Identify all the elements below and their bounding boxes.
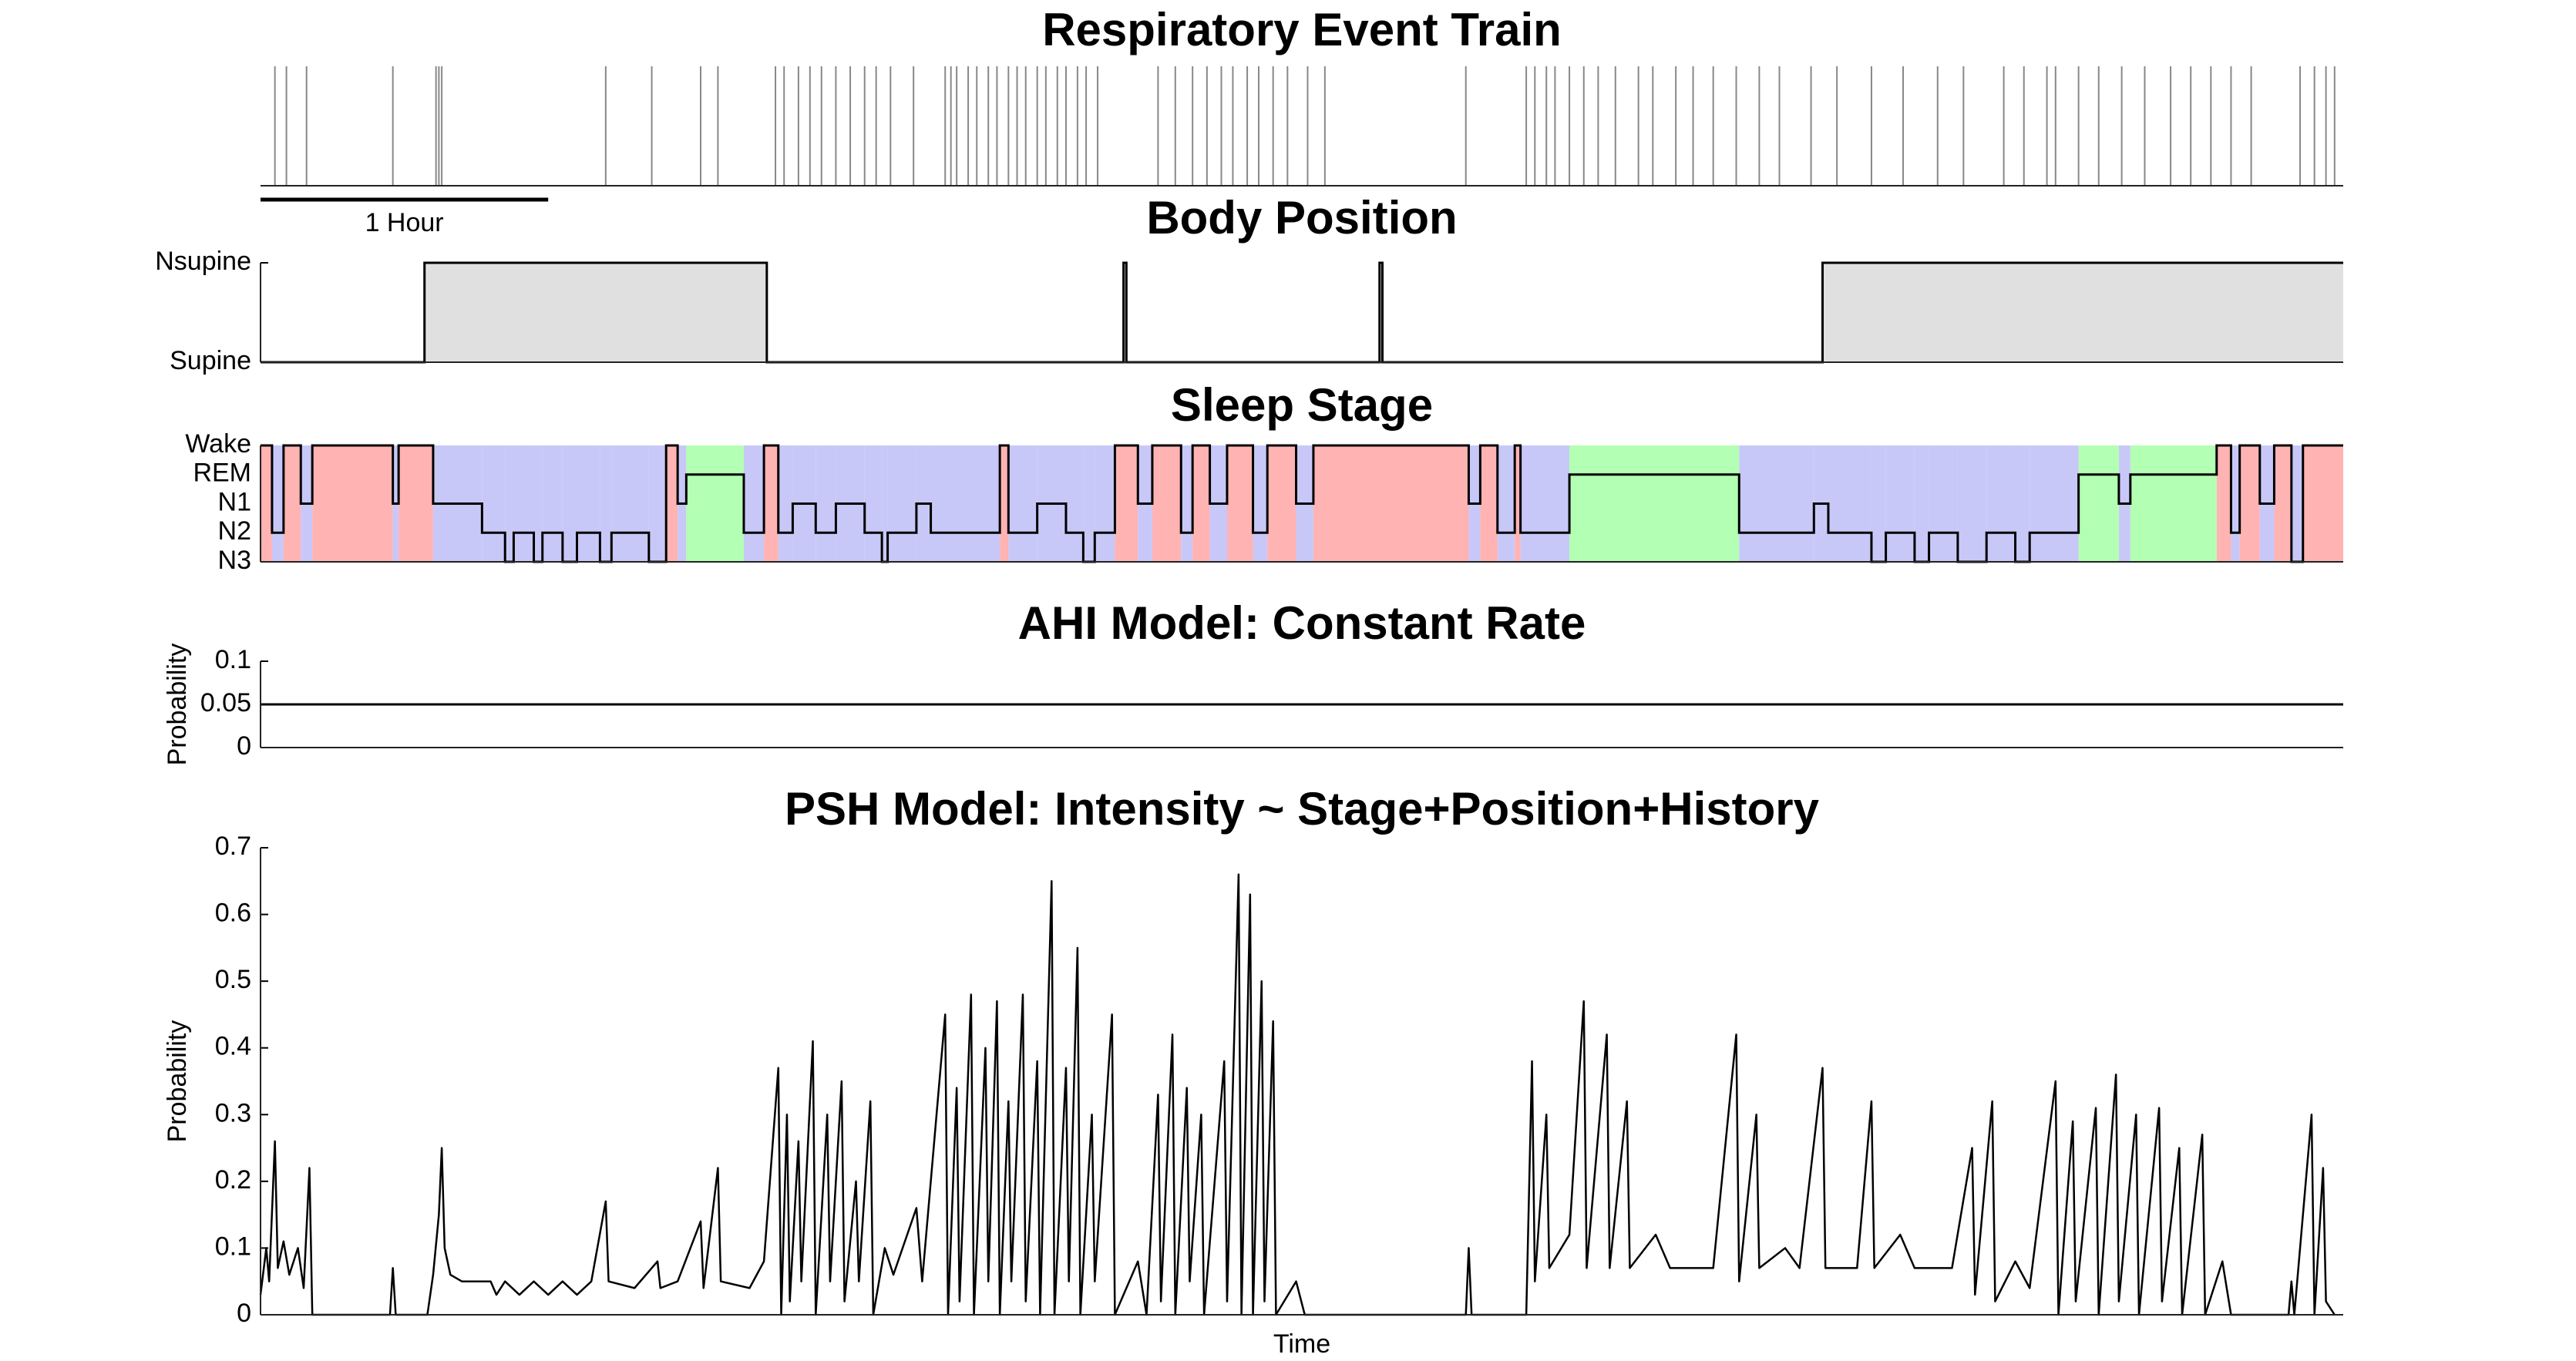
stage-band xyxy=(542,445,563,562)
stage-band xyxy=(1065,445,1084,562)
y-tick-label: Supine xyxy=(170,346,251,375)
stage-band xyxy=(1152,445,1182,562)
y-tick-label: N1 xyxy=(218,487,251,516)
stage-band xyxy=(513,445,534,562)
stage-band xyxy=(2231,445,2240,562)
stage-band xyxy=(2216,445,2231,562)
stage-band xyxy=(864,445,883,562)
stage-band xyxy=(930,445,1000,562)
stage-band xyxy=(1267,445,1296,562)
stage-band xyxy=(1929,445,1958,562)
stage-band xyxy=(2030,445,2079,562)
stage-band xyxy=(686,445,744,562)
stage-band xyxy=(743,445,765,562)
stage-band xyxy=(816,445,836,562)
stage-band xyxy=(1115,445,1138,562)
chart-title: Respiratory Event Train xyxy=(1042,4,1562,55)
stage-band xyxy=(562,445,577,562)
y-tick-label: 0 xyxy=(237,1299,251,1328)
stage-band xyxy=(1095,445,1115,562)
stage-band xyxy=(611,445,649,562)
y-tick-label: 0.6 xyxy=(215,899,251,928)
stage-band xyxy=(1480,445,1498,562)
stage-band xyxy=(1515,445,1521,562)
stage-band xyxy=(882,445,888,562)
stage-band xyxy=(1520,445,1570,562)
stage-band xyxy=(1914,445,1929,562)
y-tick-label: 0.1 xyxy=(215,1232,251,1261)
stage-band xyxy=(1083,445,1095,562)
scale-bar-label: 1 Hour xyxy=(365,208,444,237)
y-tick-label: 0.3 xyxy=(215,1098,251,1127)
stage-line xyxy=(261,444,2343,563)
y-tick-label: N3 xyxy=(218,546,251,575)
stage-band xyxy=(1739,445,1814,562)
y-tick-label: 0.7 xyxy=(215,832,251,861)
stage-band xyxy=(887,445,916,562)
stage-band xyxy=(1192,445,1210,562)
y-tick-label: 0.05 xyxy=(200,688,251,717)
stage-band xyxy=(778,445,793,562)
stage-band xyxy=(271,445,284,562)
y-axis-label: Probability xyxy=(163,644,192,766)
stage-band xyxy=(1497,445,1515,562)
stage-band xyxy=(533,445,543,562)
stage-band xyxy=(261,445,272,562)
stage-band xyxy=(1828,445,1871,562)
y-tick-label: REM xyxy=(193,459,251,488)
stage-band xyxy=(1313,445,1469,562)
y-tick-label: N2 xyxy=(218,516,251,546)
y-tick-label: 0.5 xyxy=(215,965,251,994)
stage-band xyxy=(283,445,301,562)
y-tick-label: Nsupine xyxy=(155,247,251,276)
stage-band xyxy=(1253,445,1268,562)
stage-band xyxy=(399,445,433,562)
y-tick-label: Wake xyxy=(185,429,251,459)
stage-band xyxy=(1226,445,1253,562)
stage-band xyxy=(1885,445,1915,562)
stage-band xyxy=(666,445,678,562)
stage-band xyxy=(1986,445,2016,562)
stage-band xyxy=(2130,445,2217,562)
stage-band xyxy=(2291,445,2303,562)
stage-band xyxy=(2274,445,2292,562)
chart-title: Body Position xyxy=(1146,192,1457,244)
stage-band xyxy=(600,445,612,562)
y-tick-label: 0 xyxy=(237,731,251,761)
stage-band xyxy=(1957,445,1987,562)
position-area xyxy=(261,263,2343,362)
x-axis-label: Time xyxy=(1273,1329,1330,1359)
stage-band xyxy=(2015,445,2030,562)
chart-title: AHI Model: Constant Rate xyxy=(1018,597,1586,649)
y-tick-label: 0.1 xyxy=(215,645,251,674)
stage-band xyxy=(312,445,393,562)
stage-band xyxy=(505,445,514,562)
stage-band xyxy=(2239,445,2260,562)
chart-title: Sleep Stage xyxy=(1171,379,1433,431)
chart-title: PSH Model: Intensity ~ Stage+Position+Hi… xyxy=(785,783,1820,835)
stage-band xyxy=(577,445,600,562)
intensity-line xyxy=(259,873,2336,1316)
stage-band xyxy=(1000,445,1009,562)
stage-band xyxy=(1871,445,1886,562)
stage-band xyxy=(2078,445,2119,562)
stage-band xyxy=(2302,445,2343,562)
y-tick-label: 0.4 xyxy=(215,1032,251,1061)
stage-band xyxy=(482,445,506,562)
y-axis-label: Probability xyxy=(163,1020,192,1143)
stage-band xyxy=(764,445,779,562)
stage-band xyxy=(1181,445,1193,562)
stage-band xyxy=(1569,445,1740,562)
stage-band xyxy=(1008,445,1037,562)
y-tick-label: 0.2 xyxy=(215,1165,251,1195)
stage-band xyxy=(648,445,667,562)
